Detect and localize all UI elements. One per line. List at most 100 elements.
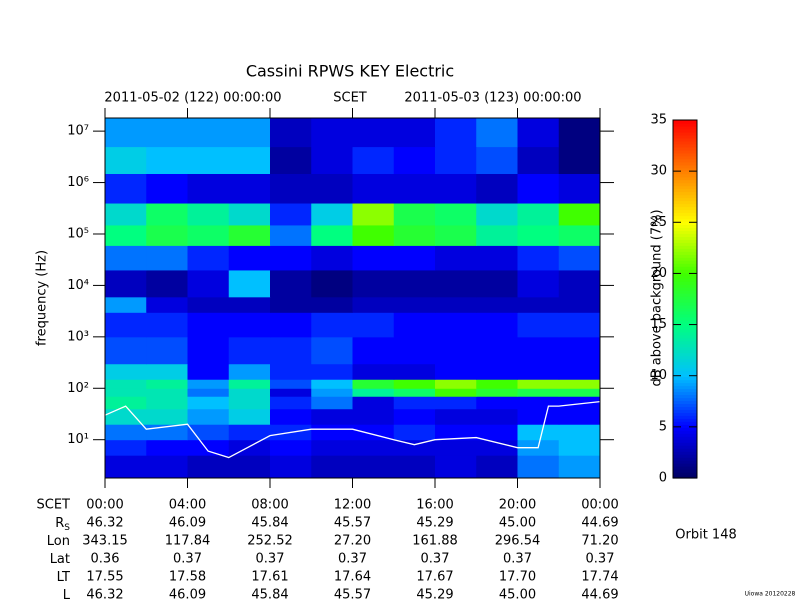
- spectrogram-cell: [517, 245, 560, 271]
- spectrogram-cell: [228, 408, 271, 425]
- spectrogram-cell: [435, 146, 477, 175]
- spectrogram-cell: [393, 203, 436, 226]
- spectrogram-cell: [187, 146, 230, 175]
- colorbar-tick-label: 10: [650, 368, 667, 383]
- y-tick-label: 10¹: [67, 432, 89, 447]
- spectrogram-cell: [352, 455, 395, 479]
- colorbar-segment: [673, 343, 697, 348]
- colorbar-segment: [673, 472, 697, 476]
- spectrogram-cell: [187, 296, 230, 313]
- spectrogram-cell: [187, 269, 230, 298]
- spectrogram-cell: [476, 296, 518, 313]
- spectrogram-cell: [435, 224, 477, 246]
- spectrogram-cell: [270, 455, 312, 479]
- spectrogram-cell: [270, 146, 312, 175]
- colorbar-segment: [673, 364, 697, 369]
- spectrogram-cell: [311, 408, 353, 425]
- spectrogram-cell: [228, 439, 271, 456]
- colorbar-segment: [673, 263, 697, 267]
- spectrogram-cell: [476, 363, 518, 380]
- y-tick-label: 10³: [67, 329, 89, 344]
- colorbar-tick-label: 25: [650, 215, 667, 230]
- colorbar-tick-label: 20: [650, 266, 667, 281]
- spectrogram-cell: [558, 424, 601, 441]
- ephemeris-value: 17.70: [499, 570, 536, 585]
- spectrogram-cell: [393, 408, 436, 425]
- spectrogram-cell: [105, 312, 147, 338]
- spectrogram-cell: [146, 388, 188, 397]
- chart-title: Cassini RPWS KEY Electric: [246, 62, 454, 81]
- spectrogram-cell: [187, 396, 230, 410]
- ephemeris-value: 45.57: [334, 588, 371, 600]
- ephemeris-value: 45.84: [251, 516, 288, 531]
- colorbar-segment: [673, 134, 697, 139]
- spectrogram-cell: [476, 439, 518, 456]
- spectrogram-cell: [476, 146, 518, 175]
- spectrogram-cell: [393, 296, 436, 313]
- spectrogram-cell: [228, 296, 271, 313]
- spectrogram-cell: [270, 363, 312, 380]
- spectrogram-cell: [558, 439, 601, 456]
- colorbar-segment: [673, 206, 697, 211]
- spectrogram-cell: [435, 455, 477, 479]
- spectrogram-cell: [105, 379, 147, 389]
- colorbar-segment: [673, 382, 697, 387]
- spectrogram-cell: [228, 146, 271, 175]
- ephemeris-label-text: L: [63, 588, 71, 600]
- spectrogram-cell: [352, 388, 395, 397]
- colorbar-segment: [673, 233, 697, 237]
- spectrogram-cell: [435, 173, 477, 204]
- ephemeris-header: SCET: [37, 498, 71, 513]
- colorbar-segment: [673, 158, 697, 163]
- spectrogram-cell: [187, 312, 230, 338]
- colorbar-segment: [673, 421, 697, 425]
- colorbar-segment: [673, 436, 697, 440]
- ephemeris-label: Lon: [47, 534, 70, 549]
- colorbar-segment: [673, 275, 697, 279]
- spectrogram-cell: [311, 424, 353, 441]
- spectrogram-cell: [476, 396, 518, 410]
- colorbar-segment: [673, 346, 697, 351]
- ephemeris-value: 45.00: [499, 516, 536, 531]
- spectrogram-cell: [270, 173, 312, 204]
- spectrogram-cell: [558, 146, 601, 175]
- colorbar-segment: [673, 215, 697, 220]
- colorbar-segment: [673, 125, 697, 130]
- colorbar-segment: [673, 319, 697, 324]
- spectrogram-cell: [311, 379, 353, 389]
- colorbar-segment: [673, 358, 697, 363]
- spectrogram-cell: [393, 424, 436, 441]
- spectrogram-cell: [558, 269, 601, 298]
- top-label: SCET: [333, 91, 367, 106]
- ephemeris-label: L: [63, 588, 71, 600]
- spectrogram-cell: [558, 396, 601, 410]
- colorbar-segment: [673, 296, 697, 300]
- ephemeris-value: 0.37: [256, 552, 285, 567]
- ephemeris-label-text: Lat: [50, 552, 70, 567]
- spectrogram-cell: [146, 203, 188, 226]
- colorbar-segment: [673, 361, 697, 366]
- colorbar-segment: [673, 424, 697, 428]
- spectrogram-cell: [187, 173, 230, 204]
- spectrogram-cell: [146, 245, 188, 271]
- spectrogram-cell: [311, 269, 353, 298]
- ephemeris-value: 0.37: [503, 552, 532, 567]
- colorbar-segment: [673, 281, 697, 285]
- colorbar-segment: [673, 313, 697, 318]
- spectrogram-cell: [517, 379, 560, 389]
- ephemeris-value: 161.88: [412, 534, 458, 549]
- colorbar-segment: [673, 451, 697, 455]
- spectrogram-cell: [311, 146, 353, 175]
- colorbar-segment: [673, 284, 697, 288]
- colorbar-tick-label: 35: [650, 113, 667, 128]
- colorbar-segment: [673, 242, 697, 246]
- spectrogram-cell: [558, 224, 601, 246]
- colorbar-segment: [673, 379, 697, 384]
- spectrogram-cell: [476, 424, 518, 441]
- spectrogram-cell: [476, 245, 518, 271]
- ephemeris-value: 0.37: [586, 552, 615, 567]
- colorbar-segment: [673, 397, 697, 402]
- spectrogram-cell: [352, 146, 395, 175]
- spectrogram-cell: [393, 439, 436, 456]
